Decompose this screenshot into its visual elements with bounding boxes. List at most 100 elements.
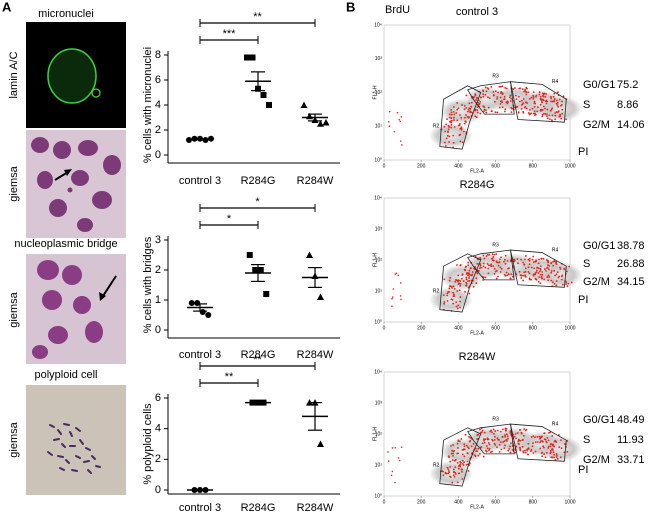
event-dot	[528, 257, 531, 260]
event-dot	[457, 439, 460, 442]
event-dot	[541, 100, 543, 102]
event-dot	[561, 100, 563, 103]
event-dot	[549, 449, 552, 452]
event-dot	[391, 305, 393, 307]
y-tick-label: 2	[155, 264, 161, 276]
event-dot	[535, 271, 538, 273]
event-dot	[399, 295, 402, 297]
event-dot	[493, 253, 496, 256]
event-dot	[463, 108, 466, 111]
event-dot	[459, 127, 462, 130]
flow-title: R284G	[460, 179, 495, 191]
event-dot	[483, 431, 486, 434]
flow-axis-label: PI	[578, 464, 588, 476]
event-dot	[551, 448, 554, 451]
event-dot	[492, 94, 495, 97]
event-dot	[517, 438, 520, 441]
y-tick-label: 0	[155, 324, 161, 336]
event-dot	[475, 277, 478, 280]
event-dot	[538, 270, 541, 273]
event-dot	[523, 90, 525, 93]
event-dot	[490, 110, 493, 113]
event-dot	[461, 449, 464, 451]
event-dot	[503, 95, 506, 98]
event-dot	[446, 118, 448, 121]
event-dot	[521, 439, 524, 442]
event-dot	[534, 272, 537, 275]
event-dot	[546, 117, 549, 120]
event-dot	[495, 277, 498, 280]
event-dot	[494, 435, 496, 438]
event-dot	[550, 95, 552, 98]
data-point	[322, 119, 330, 126]
event-dot	[536, 110, 539, 113]
gate	[467, 249, 515, 281]
event-dot	[540, 257, 543, 260]
event-dot	[459, 300, 462, 303]
event-dot	[551, 114, 554, 117]
event-dot	[446, 134, 449, 137]
event-dot	[460, 128, 463, 131]
event-dot	[558, 98, 561, 101]
event-dot	[474, 447, 477, 450]
event-dot	[464, 266, 467, 269]
event-dot	[520, 432, 523, 435]
event-dot	[539, 447, 542, 450]
gate-label: R4	[552, 421, 559, 427]
event-dot	[479, 112, 482, 115]
event-dot	[401, 144, 403, 146]
event-dot	[469, 440, 472, 442]
data-point	[317, 440, 324, 447]
event-dot	[519, 449, 522, 452]
event-dot	[450, 452, 453, 455]
y-tick-label: 0	[155, 484, 161, 496]
event-dot	[542, 98, 544, 101]
event-dot	[539, 268, 542, 271]
event-dot	[553, 98, 556, 100]
event-dot	[505, 433, 508, 436]
event-dot	[541, 455, 543, 458]
event-dot	[539, 440, 542, 442]
event-dot	[524, 270, 527, 273]
gate	[439, 85, 482, 150]
event-dot	[546, 436, 549, 439]
x-tick-label: 600	[491, 499, 500, 505]
event-dot	[467, 108, 470, 111]
event-dot	[468, 275, 470, 277]
event-dot	[494, 111, 497, 114]
event-dot	[541, 271, 544, 273]
stat-value: 38.78	[617, 240, 645, 252]
event-dot	[504, 254, 507, 257]
event-dot	[554, 112, 557, 114]
event-dot	[479, 101, 482, 103]
event-dot	[447, 131, 449, 134]
event-dot	[482, 93, 484, 95]
event-dot	[521, 88, 524, 91]
event-dot	[456, 119, 459, 122]
event-dot	[526, 453, 529, 456]
event-dot	[388, 110, 391, 113]
event-dot	[454, 280, 457, 283]
event-dot	[541, 94, 544, 97]
event-dot	[470, 105, 473, 108]
event-dot	[510, 273, 513, 276]
gate-label: R4	[552, 247, 559, 253]
stat-value: 14.06	[617, 119, 645, 131]
event-dot	[466, 452, 469, 455]
event-dot	[506, 260, 509, 262]
x-tick-label: control 3	[179, 349, 221, 361]
event-dot	[553, 269, 556, 272]
event-dot	[454, 466, 457, 469]
event-dot	[533, 110, 536, 113]
event-dot	[468, 436, 470, 438]
stat-label: G0/G1	[583, 79, 615, 91]
event-dot	[533, 267, 536, 270]
event-dot	[505, 427, 508, 430]
event-dot	[501, 106, 504, 109]
event-dot	[487, 267, 490, 270]
x-tick-label: R284W	[297, 502, 334, 514]
event-dot	[540, 275, 543, 278]
event-dot	[465, 444, 468, 447]
event-dot	[515, 98, 518, 101]
